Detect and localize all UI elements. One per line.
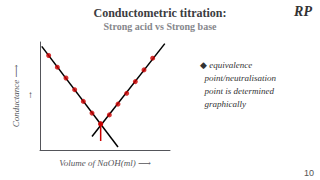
svg-text:point is determined: point is determined <box>200 86 274 96</box>
svg-text:◆ equivalence: ◆ equivalence <box>200 60 252 70</box>
svg-text:graphically: graphically <box>200 99 246 109</box>
svg-text:Conductance ⟶: Conductance ⟶ <box>11 65 21 128</box>
svg-text:10: 10 <box>304 168 314 178</box>
svg-text:Volume of NaOH(ml) ⟶: Volume of NaOH(ml) ⟶ <box>59 158 151 168</box>
svg-text:Strong acid vs Strong base: Strong acid vs Strong base <box>104 21 218 32</box>
svg-text:point/neutralisation: point/neutralisation <box>200 73 277 83</box>
svg-text:RP: RP <box>293 4 312 19</box>
svg-text:↑: ↑ <box>28 89 33 100</box>
svg-text:Conductometric titration:: Conductometric titration: <box>94 6 227 20</box>
